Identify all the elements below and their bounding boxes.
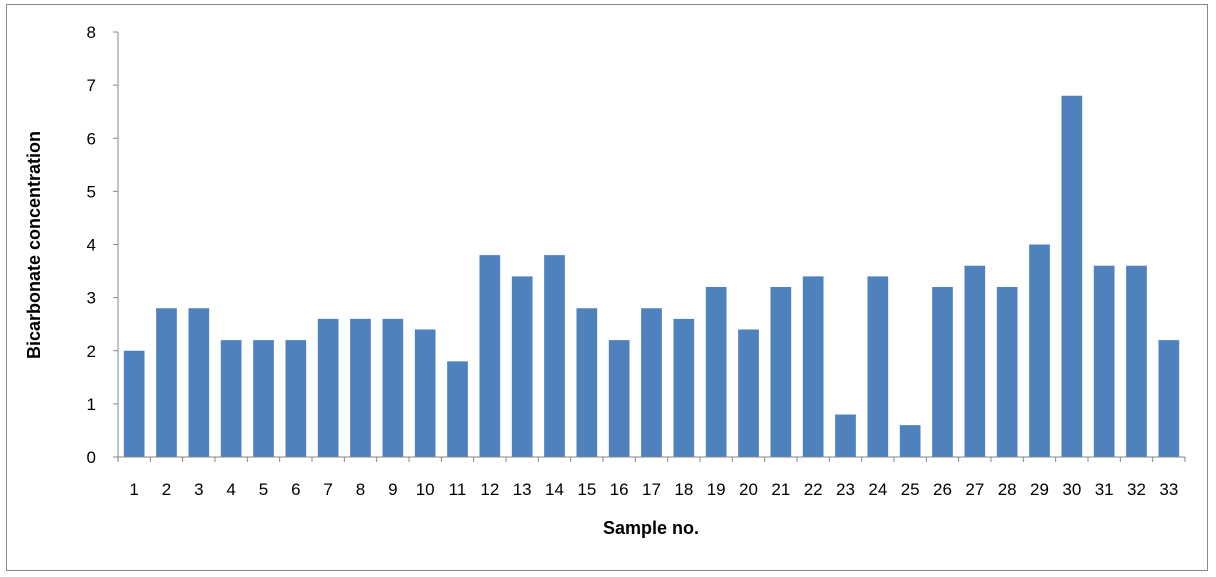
y-tick-label: 8	[87, 23, 96, 42]
bar-sample-22	[802, 276, 824, 457]
y-tick-label: 7	[87, 76, 96, 95]
x-tick-label: 26	[933, 480, 952, 499]
bar-sample-1	[123, 350, 145, 457]
y-tick-label: 4	[87, 236, 96, 255]
x-axis-ticks: 1 2 3 4 5 6 7 8 9 10 11 12 13 14 15 16 17 18 19 20 21 22 23 24 2…	[117, 457, 1186, 499]
y-tick-label: 3	[87, 289, 96, 308]
y-tick-label: 1	[87, 395, 96, 414]
bar-sample-17	[641, 308, 662, 457]
bar-sample-4	[220, 340, 242, 457]
x-tick-label: 1	[129, 480, 138, 499]
x-tick-label: 29	[1030, 480, 1049, 499]
x-tick-label: 25	[901, 480, 920, 499]
x-tick-label: 2	[162, 480, 171, 499]
x-tick-label: 5	[259, 480, 268, 499]
bar-sample-28	[996, 287, 1018, 457]
bar-sample-18	[673, 318, 695, 457]
bar-sample-11	[447, 361, 468, 457]
bar-sample-24	[867, 276, 889, 457]
bar-sample-8	[350, 318, 371, 457]
x-tick-label: 6	[291, 480, 300, 499]
x-tick-label: 4	[226, 480, 235, 499]
bar-sample-13	[511, 276, 533, 457]
x-tick-label: 11	[449, 480, 467, 499]
x-tick-label: 27	[965, 480, 984, 499]
x-tick-label: 24	[868, 480, 887, 499]
x-tick-label: 8	[356, 480, 365, 499]
bar-sample-9	[382, 318, 404, 457]
x-tick-label: 3	[194, 480, 203, 499]
bar-sample-19	[705, 287, 727, 457]
bar-sample-2	[156, 308, 177, 457]
y-tick-label: 0	[87, 448, 96, 467]
x-tick-label: 13	[513, 480, 532, 499]
bar-sample-23	[835, 414, 856, 457]
y-tick-label: 5	[87, 182, 96, 201]
x-axis-title: Sample no.	[603, 518, 699, 538]
bar-sample-10	[414, 329, 436, 457]
bar-sample-25	[899, 425, 921, 457]
bar-sample-33	[1158, 340, 1180, 457]
x-tick-label: 10	[416, 480, 435, 499]
x-tick-label: 19	[707, 480, 726, 499]
bar-sample-26	[932, 287, 953, 457]
bar-sample-31	[1093, 265, 1115, 457]
x-tick-label: 16	[610, 480, 629, 499]
x-tick-label: 12	[480, 480, 499, 499]
bar-sample-3	[188, 308, 210, 457]
y-tick-label: 2	[87, 342, 96, 361]
bar-sample-30	[1061, 95, 1083, 457]
bar-sample-15	[576, 308, 598, 457]
bar-sample-16	[608, 340, 630, 457]
y-axis-title: Bicarbonate concentration	[24, 131, 44, 359]
bar-sample-14	[544, 255, 565, 457]
x-tick-label: 9	[388, 480, 397, 499]
x-tick-label: 14	[545, 480, 564, 499]
x-tick-label: 33	[1159, 480, 1178, 499]
x-tick-label: 30	[1062, 480, 1081, 499]
x-tick-label: 32	[1127, 480, 1146, 499]
x-tick-label: 20	[739, 480, 758, 499]
bar-sample-7	[317, 318, 339, 457]
bar-sample-27	[964, 265, 986, 457]
y-tick-label: 6	[87, 129, 96, 148]
x-tick-label: 15	[577, 480, 596, 499]
x-tick-label: 28	[998, 480, 1017, 499]
x-tick-label: 17	[642, 480, 661, 499]
x-tick-label: 23	[836, 480, 855, 499]
bar-sample-21	[770, 287, 792, 457]
bar-sample-5	[253, 340, 274, 457]
bar-sample-29	[1029, 244, 1050, 457]
x-tick-label: 31	[1095, 480, 1114, 499]
x-tick-label: 22	[804, 480, 823, 499]
x-tick-label: 7	[323, 480, 332, 499]
bar-sample-6	[285, 340, 307, 457]
bar-sample-12	[479, 255, 501, 457]
bar-sample-20	[738, 329, 759, 457]
bars	[123, 95, 1180, 457]
x-tick-label: 21	[771, 480, 790, 499]
bar-sample-32	[1126, 265, 1147, 457]
y-axis-ticks: 0 1 2 3 4 5 6 7 8	[87, 23, 118, 467]
x-tick-label: 18	[674, 480, 693, 499]
